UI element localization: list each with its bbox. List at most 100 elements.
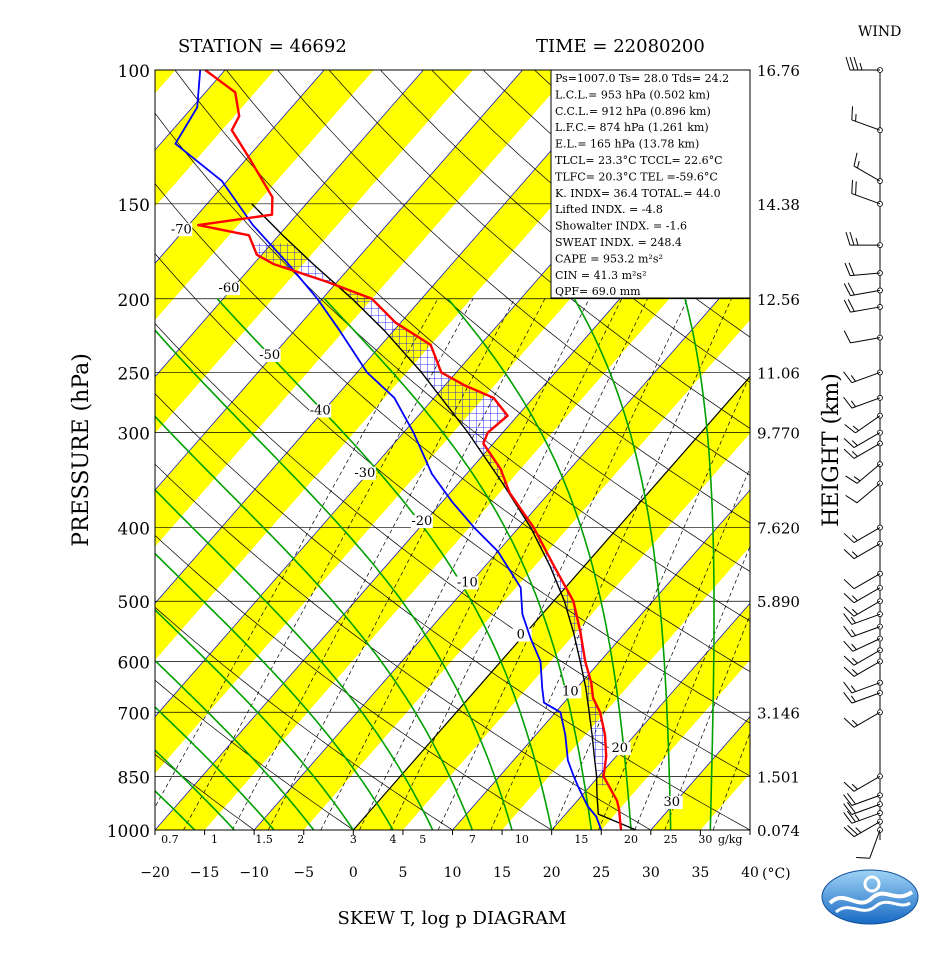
isotherm-label: -60: [219, 281, 240, 296]
wind-barb-staff: [852, 813, 880, 823]
wind-barb-staff: [850, 338, 880, 343]
wind-barb-staff: [854, 650, 880, 665]
wind-barb-staff: [857, 464, 880, 483]
isotherm-line: [849, 70, 950, 830]
wind-barb-full: [844, 626, 852, 637]
temperature-tick-label: −5: [293, 865, 314, 881]
temperature-tick-label: 30: [642, 865, 660, 881]
temperature-tick-label: 10: [444, 865, 462, 881]
wind-barb-staff: [854, 712, 880, 727]
wind-barb-staff: [850, 273, 880, 276]
temperature-tick-label: −15: [190, 865, 220, 881]
isotherm-label: -20: [411, 514, 432, 529]
wind-barb-full: [844, 331, 850, 343]
wind-barb-staff: [854, 661, 880, 676]
mixing-ratio-unit: g/kg: [718, 833, 742, 846]
wind-barb-full: [847, 811, 855, 822]
wind-barb-half: [852, 644, 857, 649]
wind-barb-staff: [870, 830, 880, 858]
isotherm-label-bg: [65, 117, 87, 130]
wind-barb-half: [856, 238, 858, 245]
mixing-ratio-label: 10: [515, 833, 529, 846]
temperature-tick-label: −10: [239, 865, 269, 881]
wind-barb-full: [844, 397, 852, 408]
index-cin: CIN = 41.3 m²s²: [555, 269, 646, 282]
wind-barb-full: [844, 614, 852, 625]
wind-barb: [846, 462, 883, 484]
mixing-ratio-line: [713, 299, 915, 830]
isotherm-label-bg: [123, 164, 145, 177]
height-tick-label: 9.770: [757, 425, 800, 443]
wind-title: WIND: [858, 24, 901, 40]
wind-barb: [844, 585, 882, 603]
height-axis-title: HEIGHT (km): [819, 373, 844, 527]
wind-barb-half: [852, 669, 857, 674]
wind-barb: [844, 624, 883, 637]
temperature-tick-label: −20: [140, 865, 170, 881]
wind-barb-half: [852, 784, 857, 789]
wind-barb-half: [852, 609, 857, 614]
wind-barb-full: [856, 858, 870, 859]
wind-barb-full: [844, 372, 852, 383]
wind-barb-full: [844, 804, 852, 815]
temperature-tick-label: 40: [741, 865, 759, 881]
wind-barb: [844, 299, 882, 312]
wind-barb-full: [844, 782, 854, 791]
pressure-tick-label: 400: [118, 520, 150, 540]
index-sweat: SWEAT INDX. = 248.4: [555, 236, 682, 249]
wind-barb: [844, 525, 882, 543]
wind-barb-full: [854, 57, 858, 70]
wind-barb-staff: [852, 398, 880, 408]
wind-barb: [844, 680, 883, 693]
index-lifted: Lifted INDX. = -4.8: [555, 203, 663, 216]
height-tick-label: 14.38: [757, 196, 800, 214]
wind-barb: [844, 612, 883, 625]
temperature-tick-label: 25: [592, 865, 610, 881]
wind-barb-full: [844, 533, 854, 542]
mixing-ratio-label: 20: [624, 833, 638, 846]
isotherm-label: 10: [562, 684, 579, 699]
wind-barb-half: [852, 536, 857, 541]
wind-barb-staff: [852, 795, 880, 805]
wind-barb-staff: [855, 416, 880, 433]
wind-barb-full: [844, 641, 853, 651]
wind-barb: [852, 106, 883, 132]
index-kindex: K. INDX= 36.4 TOTAL.= 44.0: [555, 187, 721, 200]
temperature-tick-label: 35: [692, 865, 710, 881]
height-tick-label: 5.890: [757, 593, 800, 611]
pressure-tick-label: 250: [118, 364, 150, 384]
wind-barb-full: [844, 692, 852, 703]
temperature-tick-label: 20: [543, 865, 561, 881]
wind-barb-half: [852, 596, 857, 601]
wind-barb-full: [850, 232, 854, 245]
wind-barb-half: [851, 375, 855, 381]
wind-barb-full: [846, 57, 850, 70]
index-psfc: Ps=1007.0 Ts= 28.0 Tds= 24.2: [555, 72, 729, 85]
y-axis-title: PRESSURE (hPa): [69, 353, 94, 547]
wind-barb-half: [851, 696, 855, 702]
isotherm-line: [0, 70, 126, 830]
index-tlcl: TLCL= 23.3°C TCCL= 22.6°C: [555, 154, 723, 167]
cwb-logo: [822, 870, 918, 924]
wind-barb-staff: [852, 194, 880, 204]
pressure-tick-label: 1000: [107, 822, 150, 842]
pressure-tick-label: 300: [118, 425, 150, 445]
wind-barb: [846, 481, 883, 503]
wind-barb-full: [844, 449, 854, 458]
wind-barb: [854, 153, 882, 184]
wind-barb-full: [845, 425, 856, 433]
wind-barb-full: [844, 795, 852, 806]
wind-barb-staff: [854, 544, 880, 559]
diagram-title: SKEW T, log p DIAGRAM: [338, 908, 567, 929]
wind-barb-full: [844, 549, 854, 558]
wind-barb: [844, 599, 882, 617]
wind-barb-half: [852, 658, 857, 663]
wind-barb-half: [852, 720, 857, 725]
temperature-tick-label: 5: [398, 865, 407, 881]
wind-barb-staff: [850, 307, 880, 312]
pressure-tick-label: 500: [118, 593, 150, 613]
